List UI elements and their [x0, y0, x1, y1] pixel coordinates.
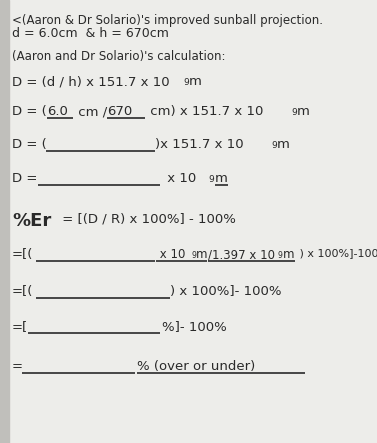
- Text: D = (: D = (: [12, 105, 47, 118]
- Text: D = (d / h) x 151.7 x 10: D = (d / h) x 151.7 x 10: [12, 75, 170, 88]
- Text: = [(D / R) x 100%] - 100%: = [(D / R) x 100%] - 100%: [58, 212, 236, 225]
- Text: m: m: [215, 172, 228, 185]
- Text: cm) x 151.7 x 10: cm) x 151.7 x 10: [146, 105, 264, 118]
- Text: m: m: [297, 105, 310, 118]
- Text: 9: 9: [191, 251, 196, 260]
- Text: 6.0: 6.0: [47, 105, 68, 118]
- Text: x 10: x 10: [163, 172, 196, 185]
- Text: 9: 9: [291, 108, 297, 117]
- Text: ) x 100%]-100%: ) x 100%]-100%: [296, 248, 377, 258]
- Text: =: =: [12, 360, 23, 373]
- Text: 9: 9: [271, 141, 277, 150]
- Text: =[(: =[(: [12, 248, 34, 261]
- Text: =[: =[: [12, 320, 28, 333]
- Bar: [0, 0, 9, 443]
- Text: D =: D =: [12, 172, 41, 185]
- Text: cm /: cm /: [74, 105, 107, 118]
- Text: <(Aaron & Dr Solario)'s improved sunball projection.: <(Aaron & Dr Solario)'s improved sunball…: [12, 14, 323, 27]
- Text: d = 6.0cm  & h = 670cm: d = 6.0cm & h = 670cm: [12, 27, 169, 40]
- Text: m: m: [283, 248, 294, 261]
- Text: %Er: %Er: [12, 212, 51, 230]
- Text: x 10: x 10: [156, 248, 185, 261]
- Text: m: m: [277, 138, 290, 151]
- Text: m: m: [196, 248, 207, 261]
- Text: D = (: D = (: [12, 138, 47, 151]
- Text: m: m: [189, 75, 202, 88]
- Text: =[(: =[(: [12, 285, 34, 298]
- Text: 9: 9: [183, 78, 189, 87]
- Text: (Aaron and Dr Solario)'s calculation:: (Aaron and Dr Solario)'s calculation:: [12, 50, 225, 63]
- Text: 9: 9: [208, 175, 214, 184]
- Text: 9: 9: [278, 251, 283, 260]
- Text: % (over or under): % (over or under): [137, 360, 255, 373]
- Text: ) x 100%]- 100%: ) x 100%]- 100%: [170, 285, 282, 298]
- Text: 670: 670: [107, 105, 132, 118]
- Text: )x 151.7 x 10: )x 151.7 x 10: [155, 138, 244, 151]
- Text: %]- 100%: %]- 100%: [162, 320, 227, 333]
- Text: /1.397 x 10: /1.397 x 10: [208, 248, 275, 261]
